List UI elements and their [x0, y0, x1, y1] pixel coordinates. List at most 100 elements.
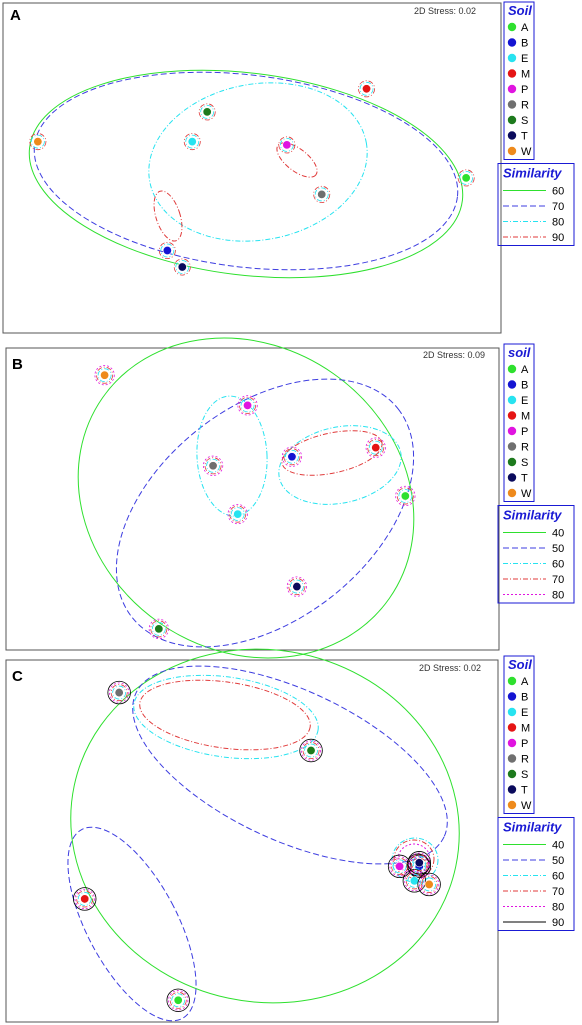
point-R [107, 680, 131, 705]
legend-marker-S [507, 457, 517, 467]
point-S [299, 738, 323, 763]
legend-label-P: P [521, 426, 528, 438]
point-A [395, 485, 416, 507]
similarity-value-50: 50 [552, 855, 564, 867]
legend-marker-T [507, 473, 517, 482]
panel-label: C [12, 668, 23, 685]
similarity-value-50: 50 [552, 543, 564, 555]
legend-marker-P [507, 84, 517, 94]
point-W [94, 365, 115, 386]
similarity-legend-title: Similarity [503, 166, 562, 181]
similarity-contour-80 [148, 82, 368, 242]
panel-A: A 2D Stress: 0.02 SoilABEMPRSTWSimilarity6… [2, 1, 575, 334]
legend-label-M: M [521, 723, 530, 735]
similarity-contour-50 [67, 826, 197, 1022]
legend-marker-A [507, 676, 517, 686]
similarity-value-40: 40 [552, 528, 564, 540]
similarity-value-70: 70 [552, 201, 564, 213]
legend-marker-E [507, 395, 517, 405]
similarity-contour-50 [115, 378, 415, 648]
similarity-contour-40 [77, 337, 415, 659]
similarity-value-90: 90 [552, 917, 564, 929]
legend-label-W: W [521, 800, 532, 812]
legend-marker-T [507, 131, 517, 140]
plot-frame [5, 659, 499, 1023]
point-W [417, 872, 441, 897]
similarity-value-70: 70 [552, 886, 564, 898]
similarity-contour-40 [70, 648, 460, 1004]
legend-marker-R [507, 100, 517, 109]
panel-label: A [10, 7, 21, 24]
similarity-contour-70 [33, 71, 459, 271]
panel-B: B2D Stress: 0.09 soilABEMPRSTWSimilarity4… [5, 337, 575, 659]
similarity-contour-50 [132, 665, 448, 865]
similarity-legend: Similarity 40 50 60 70 80 [497, 505, 575, 604]
similarity-contour-60 [133, 674, 319, 760]
legend-label-E: E [521, 707, 528, 719]
legend-label-P: P [521, 738, 528, 750]
legend-label-R: R [521, 754, 529, 766]
legend-label-B: B [521, 692, 528, 704]
legend-label-P: P [521, 84, 528, 96]
legend-label-R: R [521, 100, 529, 112]
legend-label-S: S [521, 769, 528, 781]
similarity-value-80: 80 [552, 902, 564, 914]
legend-marker-M [507, 69, 517, 78]
legend-marker-E [507, 707, 517, 717]
legend-label-S: S [521, 457, 528, 469]
legend-label-A: A [521, 676, 529, 688]
similarity-contour-60 [278, 425, 402, 505]
point-A [166, 988, 190, 1012]
point-P [387, 854, 412, 879]
legend-marker-M [507, 411, 517, 420]
similarity-legend: Similarity 60 70 80 90 [497, 163, 575, 246]
point-T [286, 576, 307, 597]
legend-marker-R [507, 754, 517, 763]
point-R [202, 455, 224, 476]
legend-label-R: R [521, 442, 529, 454]
legend-title: soil [508, 345, 531, 360]
point-B [281, 446, 303, 467]
point-S [148, 618, 169, 639]
legend-marker-B [507, 380, 517, 389]
legend-marker-R [507, 442, 517, 451]
point-P [237, 395, 258, 416]
legend-marker-S [507, 115, 517, 125]
legend-marker-W [507, 488, 517, 498]
plot-frame [2, 2, 502, 334]
legend-marker-B [507, 38, 517, 47]
legend-marker-P [507, 426, 517, 436]
similarity-value-60: 60 [552, 186, 564, 198]
similarity-contour-60 [196, 395, 268, 517]
similarity-contour-90 [276, 142, 318, 178]
legend-label-B: B [521, 380, 528, 392]
similarity-value-90: 90 [552, 232, 564, 244]
similarity-legend: Similarity 40 50 60 70 80 90 [497, 817, 575, 931]
point-E [183, 133, 201, 151]
point-T [173, 258, 191, 276]
similarity-contour-60 [28, 69, 464, 279]
legend-title: Soil [508, 3, 532, 18]
legend-label-A: A [521, 22, 529, 34]
legend-label-T: T [521, 473, 528, 485]
similarity-legend-title: Similarity [503, 820, 562, 835]
legend-marker-S [507, 769, 517, 779]
legend-title: Soil [508, 657, 532, 672]
point-M [358, 80, 376, 98]
legend-marker-T [507, 785, 517, 794]
similarity-contour-70 [139, 679, 311, 751]
stress-value: 2D Stress: 0.02 [419, 663, 481, 673]
legend-label-E: E [521, 395, 528, 407]
legend-label-B: B [521, 38, 528, 50]
point-M [73, 887, 97, 911]
point-S [198, 103, 216, 121]
legend-marker-E [507, 53, 517, 63]
legend-label-W: W [521, 146, 532, 158]
point-R [313, 185, 331, 203]
legend-label-E: E [521, 53, 528, 65]
similarity-value-40: 40 [552, 840, 564, 852]
legend-label-W: W [521, 488, 532, 500]
